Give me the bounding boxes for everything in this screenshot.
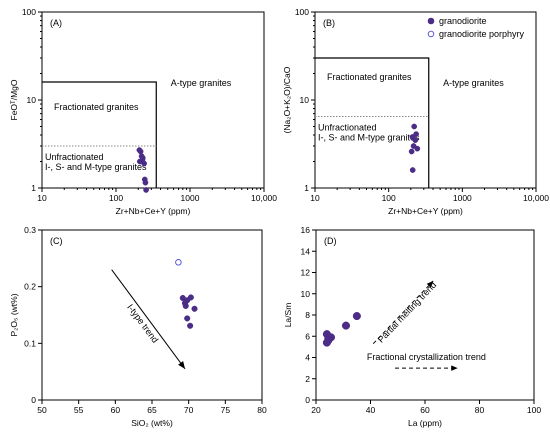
x-tick-label-b: 10: [310, 193, 320, 203]
granodiorite-point-b: [414, 145, 421, 152]
field-label-a-type-b: A-type granites: [443, 78, 504, 88]
i-type-trend-line: [111, 269, 186, 370]
x-axis-title-c: SiO₂ (wt%): [131, 418, 173, 428]
x-tick-label-c: 70: [184, 405, 194, 415]
y-tick-label-d: 16: [301, 225, 311, 235]
field-label-ism-type-b: I-, S- and M-type granites: [318, 132, 420, 142]
partial-melting-trend-arrowhead: [426, 281, 434, 288]
legend-marker-granodiorite: [427, 17, 435, 25]
granodiorite-point-b: [413, 131, 419, 137]
x-tick-label-b: 1000: [453, 193, 472, 203]
y-tick-label-c: 0.3: [24, 225, 36, 235]
y-tick-label-d: 8: [305, 310, 310, 320]
y-axis-title-c: P₂O₅ (wt%): [9, 293, 19, 336]
x-tick-label-a: 10: [37, 193, 47, 203]
field-label-unfractionated-a: Unfractionated: [45, 152, 104, 162]
x-tick-label-c: 55: [74, 405, 84, 415]
y-tick-label-c: 0.1: [24, 338, 36, 348]
porphyry-point-c: [175, 259, 182, 266]
x-tick-label-c: 60: [111, 405, 121, 415]
y-axis-title-a: FeOᵀ/MgO: [9, 79, 19, 120]
field-boundary-a: [42, 81, 157, 188]
x-tick-label-c: 75: [221, 405, 231, 415]
x-tick-label-d: 60: [420, 405, 430, 415]
x-tick-label-b: 100: [382, 193, 396, 203]
granodiorite-point-c: [187, 322, 194, 329]
y-tick-label-d: 2: [305, 374, 310, 384]
granodiorite-point-a: [137, 148, 144, 155]
fractional-crystallization-trend-label: Fractional crystallization trend: [367, 352, 486, 362]
legend-marker-granodiorite-porphyry: [427, 30, 435, 38]
panel-letter-b: (B): [323, 18, 335, 28]
y-tick-label-a: 1: [31, 183, 36, 193]
legend-label-granodiorite-porphyry: granodiorite porphyry: [439, 29, 525, 39]
granodiorite-point-b: [412, 137, 419, 143]
granodiorite-point-c: [182, 302, 189, 309]
y-axis-title-b: (Na₂O+K₂O)/CaO: [282, 66, 292, 133]
y-tick-label-b: 10: [300, 95, 310, 105]
x-tick-label-d: 20: [311, 405, 321, 415]
y-tick-label-a: 100: [22, 7, 36, 17]
granodiorite-point-c: [184, 315, 191, 322]
x-tick-label-a: 1000: [181, 193, 200, 203]
x-tick-label-d: 40: [366, 405, 376, 415]
field-label-fractionated-a: Fractionated granites: [54, 102, 139, 112]
y-tick-label-b: 100: [295, 7, 309, 17]
field-label-ism-type-a: I-, S- and M-type granites: [45, 162, 147, 172]
i-type-trend-arrowhead: [178, 361, 185, 369]
fractional-crystallization-trend-arrowhead: [451, 365, 458, 371]
panel-letter-a: (A): [50, 18, 62, 28]
y-tick-label-d: 0: [305, 395, 310, 405]
x-tick-label-d: 80: [475, 405, 485, 415]
field-boundary-b: [315, 57, 430, 188]
y-tick-label-c: 0.2: [24, 282, 36, 292]
granodiorite-point-b: [408, 148, 415, 155]
y-tick-label-d: 12: [301, 268, 311, 278]
x-axis-title-b: Zr+Nb+Ce+Y (ppm): [388, 206, 463, 216]
y-tick-label-d: 4: [305, 353, 310, 363]
x-tick-label-a: 100: [109, 193, 123, 203]
x-tick-label-c: 80: [257, 405, 267, 415]
field-label-fractionated-b: Fractionated granites: [327, 72, 412, 82]
granodiorite-point-a: [139, 156, 146, 163]
y-tick-label-b: 1: [304, 183, 309, 193]
granodiorite-point-a: [142, 179, 149, 186]
field-label-unfractionated-b: Unfractionated: [318, 122, 377, 132]
y-tick-label-a: 10: [27, 95, 37, 105]
y-tick-label-d: 10: [301, 289, 311, 299]
granodiorite-point-d: [352, 312, 361, 321]
panel-letter-d: (D): [324, 236, 337, 246]
partial-melting-trend-label: Partial melting trend: [376, 280, 439, 345]
panel-c: 50 55 60 65 70 75 80 0 0.1 0.2 0.3 SiO₂ (wt%) P₂O₅ (…: [9, 225, 267, 428]
granodiorite-point-c: [191, 305, 198, 312]
x-axis-title-a: Zr+Nb+Ce+Y (ppm): [116, 206, 191, 216]
y-tick-label-c: 0: [31, 395, 36, 405]
y-tick-label-d: 14: [301, 246, 311, 256]
x-tick-label-a: 10,000: [251, 193, 277, 203]
x-tick-label-c: 50: [37, 405, 47, 415]
x-tick-label-d: 100: [527, 405, 541, 415]
x-axis-title-d: La (ppm): [408, 418, 442, 428]
panel-letter-c: (C): [50, 236, 63, 246]
granodiorite-point-c: [187, 294, 194, 301]
y-axis-title-d: La/Sm: [283, 303, 293, 328]
y-tick-label-d: 6: [305, 331, 310, 341]
x-tick-label-c: 65: [147, 405, 157, 415]
panel-d: 20 40 60 80 100 0 2 4 6 8 10 12 14 16 La (ppm) La/Sm (D)…: [283, 225, 541, 428]
granodiorite-point-d: [324, 336, 333, 345]
granodiorite-point-b: [409, 167, 416, 173]
partial-melting-trend-line: [372, 280, 434, 345]
i-type-trend-label: I-type trend: [125, 302, 160, 345]
legend-label-granodiorite: granodiorite: [439, 16, 487, 26]
field-label-a-type-a: A-type granites: [171, 78, 232, 88]
granodiorite-point-d: [341, 321, 351, 330]
granodiorite-point-a: [143, 187, 149, 193]
plot-frame-c: [41, 229, 263, 401]
x-tick-label-b: 10,000: [523, 193, 549, 203]
granodiorite-point-b: [411, 123, 418, 130]
plot-frame-d: [315, 229, 535, 401]
